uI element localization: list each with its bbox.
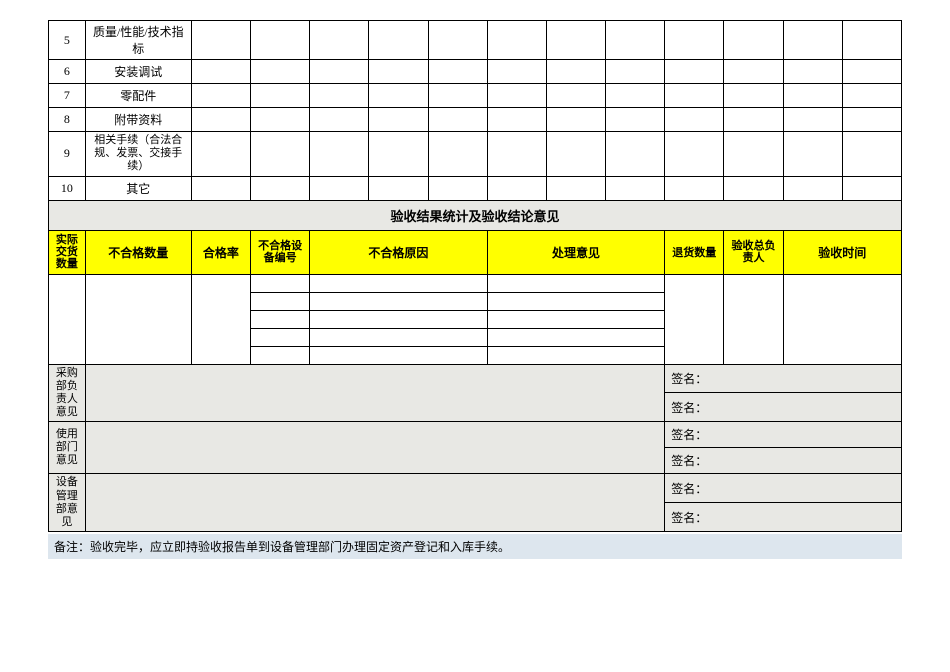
item-num: 6 [49, 60, 86, 84]
result-row [49, 274, 902, 292]
check-item-row: 8 附带资料 [49, 108, 902, 132]
check-item-row: 7 零配件 [49, 84, 902, 108]
check-item-row: 9 相关手续（合法合规、发票、交接手续） [49, 132, 902, 177]
check-item-row: 5 质量/性能/技术指标 [49, 21, 902, 60]
item-num: 9 [49, 132, 86, 177]
signature-line: 签名： [665, 364, 902, 393]
opinion-purchase-body [85, 364, 664, 422]
signature-line: 签名： [665, 503, 902, 532]
item-num: 7 [49, 84, 86, 108]
item-num: 8 [49, 108, 86, 132]
h-in-charge: 验收总负责人 [724, 230, 783, 274]
item-label: 其它 [85, 176, 191, 200]
h-accept-time: 验收时间 [783, 230, 901, 274]
item-label: 安装调试 [85, 60, 191, 84]
result-header-row: 实际交货数量 不合格数量 合格率 不合格设备编号 不合格原因 处理意见 退货数量… [49, 230, 902, 274]
opinion-usedept-body [85, 422, 664, 474]
item-label: 附带资料 [85, 108, 191, 132]
opinion-equip-label: 设备管理部意见 [49, 474, 86, 532]
h-handle-opinion: 处理意见 [487, 230, 665, 274]
h-fail-qty: 不合格数量 [85, 230, 191, 274]
item-num: 5 [49, 21, 86, 60]
signature-line: 签名： [665, 474, 902, 503]
signature-line: 签名： [665, 448, 902, 474]
opinion-usedept-label: 使用部门意见 [49, 422, 86, 474]
h-pass-rate: 合格率 [191, 230, 250, 274]
footnote-table: 备注：验收完毕，应立即持验收报告单到设备管理部门办理固定资产登记和入库手续。 [48, 534, 902, 559]
signature-line: 签名： [665, 393, 902, 422]
h-fail-dev-no: 不合格设备编号 [251, 230, 310, 274]
section-header-row: 验收结果统计及验收结论意见 [49, 200, 902, 230]
item-label: 质量/性能/技术指标 [85, 21, 191, 60]
acceptance-form-table: 5 质量/性能/技术指标 6 安装调试 7 零配件 8 附带资料 9 相关手续（… [48, 20, 902, 532]
opinion-purchase-label: 采购部负责人意见 [49, 364, 86, 422]
check-item-row: 6 安装调试 [49, 60, 902, 84]
footnote: 备注：验收完毕，应立即持验收报告单到设备管理部门办理固定资产登记和入库手续。 [48, 534, 902, 559]
h-return-qty: 退货数量 [665, 230, 724, 274]
h-fail-reason: 不合格原因 [310, 230, 488, 274]
section-header: 验收结果统计及验收结论意见 [49, 200, 902, 230]
opinion-purchase-row: 采购部负责人意见 签名： [49, 364, 902, 393]
item-label: 零配件 [85, 84, 191, 108]
opinion-usedept-row: 使用部门意见 签名： [49, 422, 902, 448]
signature-line: 签名： [665, 422, 902, 448]
item-num: 10 [49, 176, 86, 200]
h-actual-qty: 实际交货数量 [49, 230, 86, 274]
opinion-equip-body [85, 474, 664, 532]
check-item-row: 10 其它 [49, 176, 902, 200]
item-label: 相关手续（合法合规、发票、交接手续） [85, 132, 191, 177]
opinion-equip-row: 设备管理部意见 签名： [49, 474, 902, 503]
